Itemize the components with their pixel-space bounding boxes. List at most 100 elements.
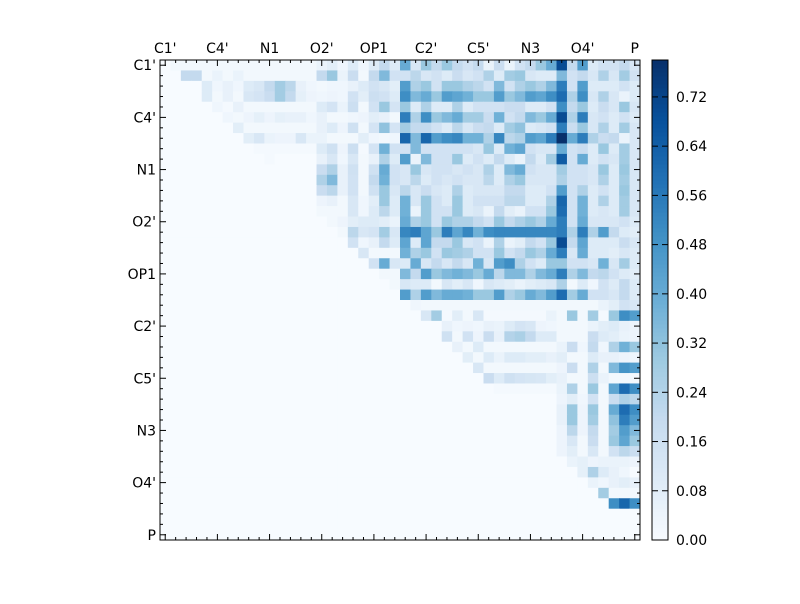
heatmap-cell <box>160 352 171 364</box>
heatmap-cell <box>212 164 224 176</box>
heatmap-cell <box>337 508 349 520</box>
heatmap-cell <box>535 435 547 447</box>
heatmap-cell <box>629 237 641 249</box>
heatmap-cell <box>566 435 578 447</box>
heatmap-cell <box>566 404 578 416</box>
heatmap-cell <box>483 237 495 249</box>
heatmap-cell <box>473 446 484 458</box>
heatmap-cell <box>525 519 537 531</box>
heatmap-cell <box>170 529 182 541</box>
heatmap-cell <box>629 487 641 499</box>
heatmap-cell <box>535 300 547 311</box>
heatmap-cell <box>201 310 213 322</box>
heatmap-cell <box>358 341 370 353</box>
heatmap-cell <box>253 258 265 270</box>
heatmap-cell <box>598 237 610 249</box>
heatmap-cell <box>525 487 537 499</box>
heatmap-cell <box>274 80 286 92</box>
heatmap-cell <box>410 80 422 92</box>
heatmap-cell <box>316 519 328 531</box>
heatmap-cell <box>525 320 537 332</box>
heatmap-cell <box>212 101 224 113</box>
heatmap-cell <box>598 331 610 343</box>
heatmap-cell <box>191 466 203 478</box>
heatmap-cell <box>525 237 537 249</box>
heatmap-cell <box>347 508 359 520</box>
colorbar <box>652 60 668 541</box>
heatmap-cell <box>587 279 599 291</box>
colorbar-segment <box>652 340 668 345</box>
heatmap-cell <box>504 143 516 155</box>
heatmap-cell <box>556 164 568 176</box>
colorbar-segment <box>652 492 668 497</box>
heatmap-cell <box>514 122 526 134</box>
heatmap-cell <box>274 373 286 384</box>
heatmap-cell <box>180 456 192 468</box>
heatmap-cell <box>431 508 443 520</box>
heatmap-cell <box>400 80 411 92</box>
heatmap-cell <box>514 435 526 447</box>
heatmap-cell <box>473 425 484 437</box>
heatmap-cell <box>608 226 620 238</box>
heatmap-cell <box>358 216 370 228</box>
heatmap-cell <box>535 341 547 353</box>
heatmap-cell <box>170 425 182 437</box>
heatmap-cell <box>337 185 349 197</box>
heatmap-cell <box>462 466 474 478</box>
heatmap-cell <box>201 216 213 228</box>
heatmap-cell <box>514 195 526 207</box>
heatmap-cell <box>285 487 297 499</box>
heatmap-cell <box>462 268 474 280</box>
heatmap-cell <box>222 519 234 531</box>
heatmap-cell <box>493 331 505 343</box>
heatmap-cell <box>493 133 505 144</box>
heatmap-cell <box>347 425 359 437</box>
heatmap-cell <box>295 164 307 176</box>
heatmap-cell <box>483 216 495 228</box>
heatmap-cell <box>483 320 495 332</box>
heatmap-cell <box>180 133 192 144</box>
heatmap-cell <box>514 70 526 82</box>
heatmap-cell <box>462 300 474 311</box>
heatmap-cell <box>431 216 443 228</box>
heatmap-cell <box>587 174 599 186</box>
heatmap-cell <box>441 247 453 259</box>
heatmap-cell <box>441 414 453 426</box>
heatmap-cell <box>441 508 453 520</box>
heatmap-cell <box>222 466 234 478</box>
heatmap-cell <box>556 310 568 322</box>
heatmap-cell <box>441 477 453 489</box>
heatmap-cell <box>556 341 568 353</box>
heatmap-cell <box>619 300 631 311</box>
heatmap-cell <box>629 153 641 165</box>
heatmap-cell <box>379 446 391 458</box>
heatmap-cell <box>504 101 516 113</box>
heatmap-cell <box>441 206 453 218</box>
heatmap-cell <box>452 362 464 374</box>
heatmap-cell <box>306 425 318 437</box>
heatmap-cell <box>222 414 234 426</box>
heatmap-cell <box>180 373 192 384</box>
heatmap-cell <box>243 393 255 405</box>
heatmap-cell <box>587 446 599 458</box>
heatmap-cell <box>410 70 422 82</box>
colorbar-segment <box>652 264 668 269</box>
heatmap-cell <box>577 195 589 207</box>
heatmap-cell <box>243 300 255 311</box>
heatmap-cell <box>180 206 192 218</box>
heatmap-cell <box>598 310 610 322</box>
heatmap-cell <box>389 529 401 541</box>
heatmap-cell <box>473 331 484 343</box>
heatmap-cell <box>243 153 255 165</box>
heatmap-cell <box>410 226 422 238</box>
heatmap-cell <box>462 425 474 437</box>
heatmap-cell <box>525 91 537 103</box>
heatmap-cell <box>441 133 453 144</box>
heatmap-cell <box>243 237 255 249</box>
heatmap-cell <box>201 258 213 270</box>
heatmap-cell <box>462 216 474 228</box>
heatmap-cell <box>233 164 244 176</box>
heatmap-cell <box>160 310 171 322</box>
heatmap-cell <box>358 174 370 186</box>
heatmap-cell <box>483 352 495 364</box>
